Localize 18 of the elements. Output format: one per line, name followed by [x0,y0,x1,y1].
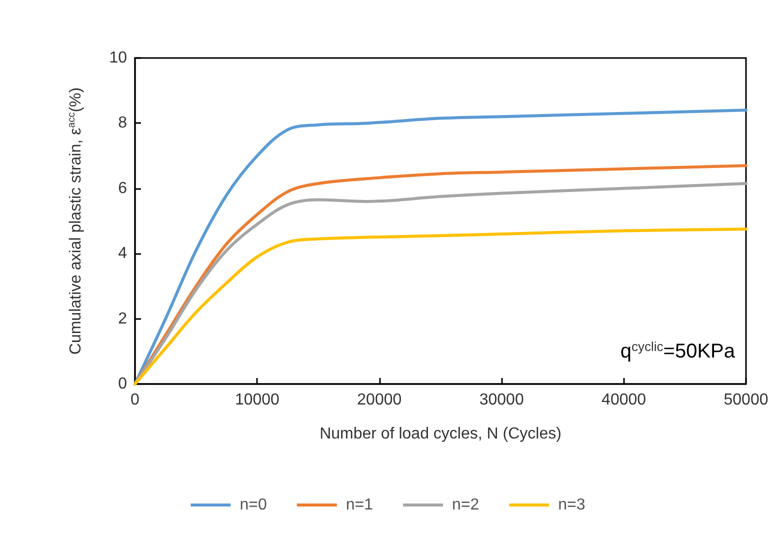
y-tick-label: 8 [118,114,128,132]
y-tick-label: 0 [118,376,128,392]
x-axis-title: Number of load cycles, N (Cycles) [320,426,562,442]
y-tick-label: 2 [118,310,128,328]
y-tick-label: 6 [118,180,128,197]
x-tick-label: 0 [130,392,140,408]
legend-label: n=2 [452,496,480,514]
y-axis-title: Cumulative axial plastic strain, εacc(%) [66,87,84,355]
x-tick-label: 50000 [724,392,768,408]
legend-label: n=1 [346,496,374,514]
x-tick-label: 10000 [234,392,280,408]
legend-label: n=0 [240,496,267,514]
x-tick-label: 20000 [357,392,402,408]
x-tick-label: 40000 [602,392,646,408]
y-tick-label: 10 [109,50,128,66]
y-tick-label: 4 [118,245,128,262]
x-tick-label: 30000 [479,392,524,408]
legend-label: n=3 [558,496,586,514]
